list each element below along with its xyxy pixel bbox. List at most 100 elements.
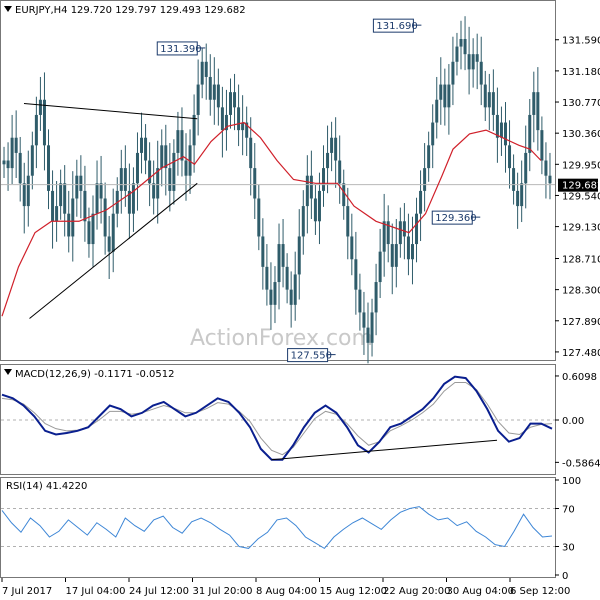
- candle-body: [406, 236, 410, 260]
- candle-body: [228, 92, 232, 115]
- candles: [2, 16, 552, 364]
- macd-signal-line: [1, 381, 553, 456]
- candle-body: [415, 213, 419, 245]
- macd-dropdown-icon: [4, 369, 12, 375]
- candle-body: [140, 137, 144, 153]
- candle-body: [338, 160, 342, 184]
- candle-body: [330, 137, 334, 153]
- candle-body: [491, 92, 495, 115]
- price-annotation: 131.390: [156, 41, 206, 56]
- candle-body: [107, 236, 111, 252]
- candle-body: [160, 145, 164, 169]
- candle-body: [99, 183, 103, 199]
- macd-tick-label: -0.5864: [562, 458, 600, 469]
- watermark: ActionForex.com: [190, 326, 373, 351]
- rsi-tick-label: 30: [562, 543, 575, 554]
- price-annotation: 131.690: [372, 18, 422, 33]
- current-price-box: [558, 178, 598, 192]
- candle-body: [123, 168, 127, 191]
- candle-body: [220, 107, 224, 131]
- macd-tick-label: 0.6098: [562, 372, 597, 383]
- candle-body: [326, 152, 330, 169]
- candle-body: [548, 175, 552, 184]
- candle-body: [200, 61, 204, 85]
- price-annotations: 131.390 131.690 127.550 129.360: [156, 18, 481, 363]
- price-tick-label: 130.360: [562, 129, 600, 140]
- candle-body: [71, 198, 75, 237]
- rsi-title: RSI(14) 41.4220: [6, 481, 87, 492]
- candle-body: [91, 213, 95, 245]
- candle-body: [293, 274, 297, 305]
- rsi-line: [1, 506, 553, 550]
- candle-body: [386, 221, 390, 245]
- candle-body: [463, 38, 467, 55]
- annotation-label: 131.690: [376, 21, 417, 32]
- candle-body: [83, 190, 87, 222]
- candle-body: [184, 160, 188, 176]
- rsi-tick-label: 70: [562, 505, 575, 516]
- candle-body: [192, 114, 196, 146]
- candle-body: [261, 236, 265, 267]
- candle-body: [366, 327, 370, 343]
- time-tick-label: 24 Jul 12:00: [129, 586, 189, 597]
- candle-body: [269, 289, 273, 305]
- candle-body: [536, 92, 540, 131]
- candle-body: [103, 198, 107, 237]
- candle-body: [212, 84, 216, 100]
- candle-body: [63, 183, 67, 214]
- price-title: EURJPY,H4 129.720 129.797 129.493 129.68…: [15, 5, 246, 16]
- candle-body: [398, 221, 402, 245]
- time-tick-label: 6 Sep 12:00: [510, 586, 570, 597]
- candle-body: [346, 206, 350, 237]
- candle-body: [419, 190, 423, 214]
- dropdown-triangle-icon: [4, 6, 12, 12]
- candle-body: [495, 114, 499, 138]
- price-tick-label: 131.180: [562, 67, 600, 78]
- candle-body: [30, 145, 34, 176]
- candle-body: [528, 114, 532, 153]
- price-tick-label: 127.480: [562, 348, 600, 359]
- candle-body: [249, 137, 253, 169]
- price-panel: [0, 0, 556, 361]
- candle-body: [479, 61, 483, 85]
- candle-body: [313, 198, 317, 222]
- candle-body: [2, 160, 6, 165]
- macd-trendline: [271, 439, 498, 461]
- price-tick-label: 129.130: [562, 223, 600, 234]
- candle-body: [22, 183, 26, 207]
- candle-body: [285, 266, 289, 290]
- candle-body: [87, 221, 91, 245]
- candle-body: [394, 244, 398, 267]
- candle-body: [47, 145, 51, 191]
- candle-body: [431, 122, 435, 146]
- candle-body: [309, 175, 313, 199]
- rsi-tick-label: 0: [562, 571, 568, 582]
- candle-body: [172, 152, 176, 191]
- candle-body: [362, 312, 366, 328]
- candle-body: [435, 99, 439, 123]
- candle-body: [257, 198, 261, 237]
- candle-body: [423, 168, 427, 191]
- candle-body: [520, 183, 524, 207]
- trendline: [29, 182, 198, 319]
- candle-body: [233, 92, 237, 108]
- candle-body: [410, 244, 414, 260]
- candle-body: [18, 152, 22, 184]
- candle-body: [127, 190, 131, 214]
- price-trendlines: [23, 103, 198, 319]
- candle-body: [34, 114, 38, 146]
- time-tick-label: 15 Aug 12:00: [320, 586, 387, 597]
- candle-body: [467, 54, 471, 70]
- candle-body: [305, 175, 309, 207]
- candle-body: [196, 84, 200, 115]
- candle-body: [289, 289, 293, 305]
- candle-body: [297, 236, 301, 275]
- current-price-label: 129.682: [562, 181, 600, 192]
- rsi-levels: [1, 508, 555, 547]
- annotation-label: 129.360: [435, 213, 476, 224]
- candle-body: [378, 251, 382, 283]
- candle-body: [475, 54, 479, 62]
- time-tick-label: 8 Aug 04:00: [256, 586, 317, 597]
- candle-body: [483, 84, 487, 108]
- candle-body: [224, 114, 228, 131]
